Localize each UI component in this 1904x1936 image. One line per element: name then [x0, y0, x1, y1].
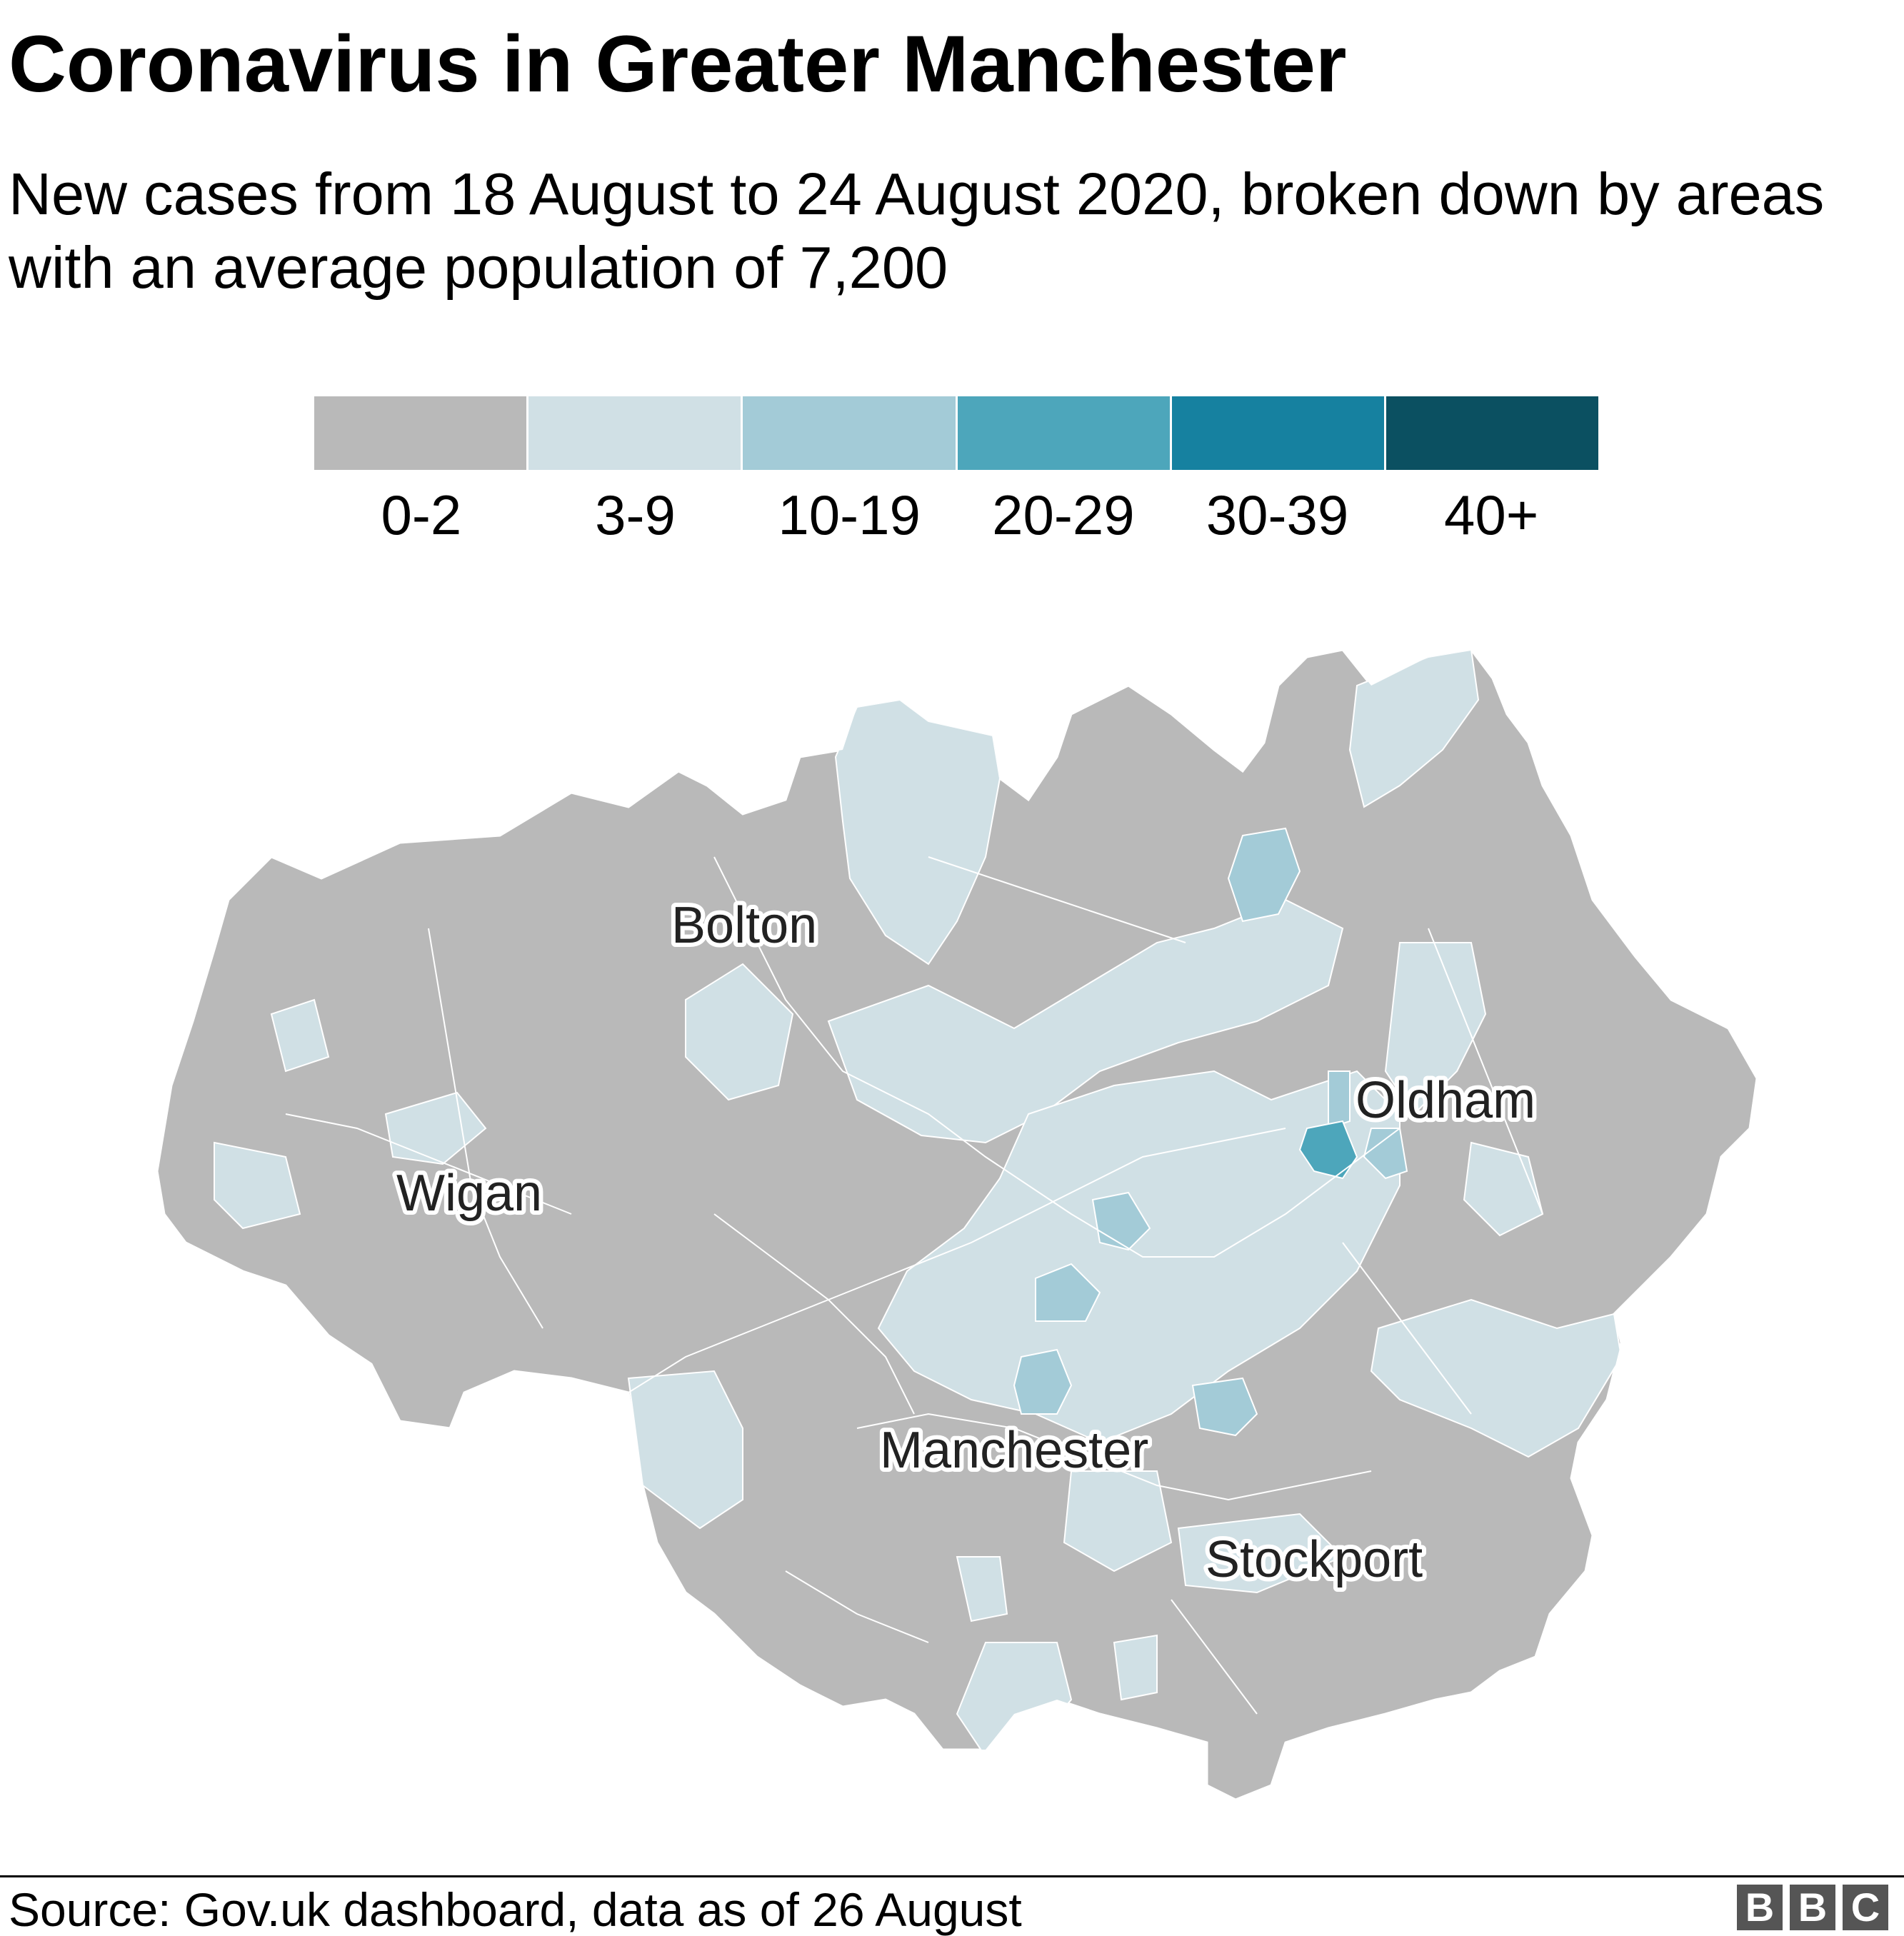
- region-3-9: [214, 1141, 301, 1230]
- county-boundary: [428, 928, 543, 1329]
- bbc-logo-letter: B: [1737, 1885, 1783, 1930]
- chart-subtitle: New cases from 18 August to 24 August 20…: [9, 161, 1825, 301]
- county-boundary: [785, 1570, 929, 1643]
- source-note: Source: Gov.uk dashboard, data as of 26 …: [9, 1883, 1022, 1936]
- region-3-9: [834, 698, 1001, 966]
- place-label-wigan: Wigan: [396, 1165, 542, 1222]
- legend-labels: 0-2 3-9 10-19 20-29 30-39 40+: [314, 483, 1598, 547]
- bbc-logo: B B C: [1737, 1885, 1888, 1930]
- legend-bar: [314, 396, 1599, 470]
- chart-title: Coronavirus in Greater Manchester: [9, 19, 1347, 109]
- legend-label: 40+: [1444, 483, 1539, 546]
- region-3-9: [1370, 1298, 1623, 1458]
- greater-manchester-map: Bolton Wigan Oldham Manchester Stockport: [156, 648, 1758, 1801]
- place-labels: Bolton Wigan Oldham Manchester Stockport: [392, 893, 1540, 1593]
- county-boundary: [713, 856, 1401, 1258]
- county-boundary: [285, 1113, 572, 1215]
- county-boundary: [713, 1213, 915, 1415]
- bbc-logo-letter: C: [1843, 1885, 1888, 1930]
- region-3-9: [627, 1370, 743, 1530]
- legend-swatch-30-39: [1171, 396, 1386, 470]
- legend-label: 20-29: [992, 483, 1135, 546]
- county-boundary: [1171, 1599, 1258, 1715]
- region-3-9: [956, 1556, 1008, 1622]
- footer: Source: Gov.uk dashboard, data as of 26 …: [0, 1875, 1904, 1936]
- region-3-9: [1113, 1634, 1158, 1701]
- county-boundary: [628, 1128, 1286, 1393]
- region-3-9: [1177, 1513, 1344, 1594]
- county-boundary: [856, 1413, 1372, 1501]
- county-boundary: [928, 856, 1186, 943]
- legend-swatch-20-29: [957, 396, 1172, 470]
- bbc-logo-letter: B: [1790, 1885, 1835, 1930]
- region-3-9: [1063, 1470, 1173, 1573]
- legend-swatch-10-19: [743, 396, 958, 470]
- legend-label: 30-39: [1206, 483, 1349, 546]
- region-10-19: [1035, 1263, 1101, 1322]
- legend-swatch-3-9: [528, 396, 743, 470]
- legend-swatch-40-plus: [1386, 396, 1599, 470]
- legend: 0-2 3-9 10-19 20-29 30-39 40+: [314, 396, 1599, 547]
- legend-label: 10-19: [778, 483, 921, 546]
- region-20-29: [1298, 1120, 1358, 1180]
- region-3-9: [1384, 942, 1487, 1115]
- place-label-stockport: Stockport: [1206, 1531, 1423, 1588]
- region-3-9: [1348, 650, 1480, 808]
- region-3-9: [685, 963, 794, 1101]
- place-label-manchester: Manchester: [880, 1422, 1148, 1479]
- county-boundary: [1428, 928, 1543, 1215]
- region-10-19: [1363, 1128, 1408, 1180]
- region-10-19: [1227, 827, 1301, 923]
- map-regions: [156, 648, 1758, 1801]
- place-label-oldham: Oldham: [1356, 1072, 1535, 1129]
- region-3-9: [270, 998, 330, 1073]
- region-10-19: [1328, 1070, 1351, 1130]
- region-10-19: [1013, 1348, 1073, 1415]
- county-boundary: [1342, 1242, 1472, 1415]
- map-outline: [156, 648, 1758, 1801]
- legend-label: 3-9: [595, 483, 676, 546]
- region-10-19: [1191, 1377, 1258, 1437]
- legend-swatch-0-2: [314, 396, 529, 470]
- place-label-bolton: Bolton: [671, 897, 817, 954]
- legend-label: 0-2: [381, 483, 462, 546]
